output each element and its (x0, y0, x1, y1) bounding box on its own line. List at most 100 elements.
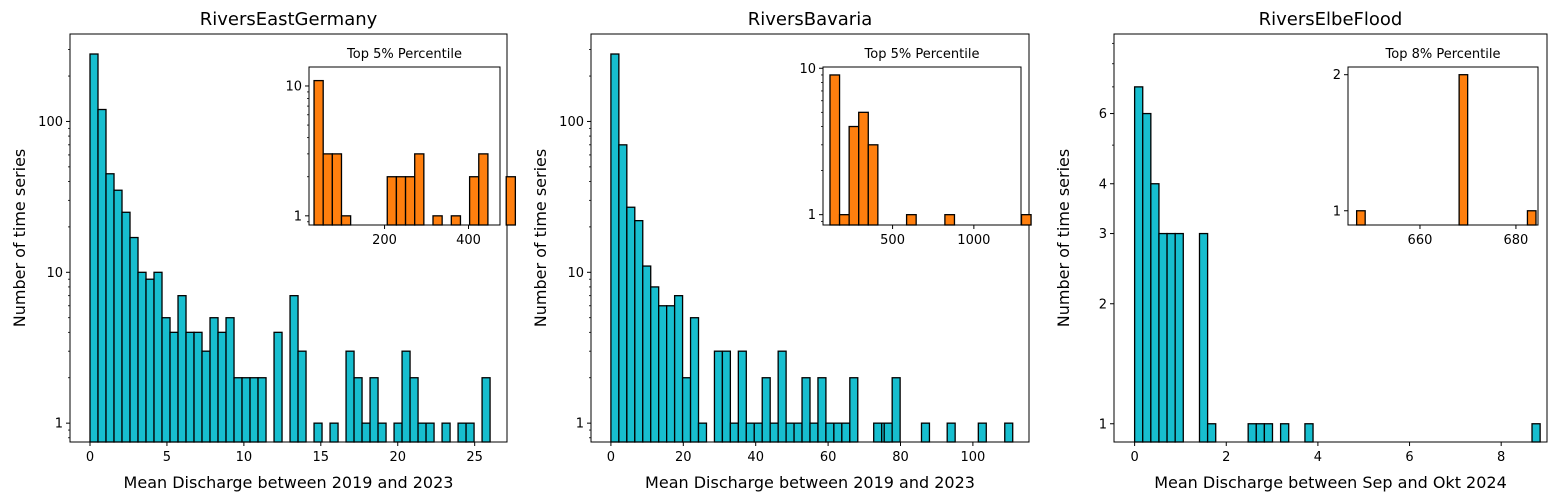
inset-title: Top 8% Percentile (1385, 47, 1501, 62)
main-bar (177, 295, 187, 443)
main-bar (1304, 423, 1314, 443)
main-bar (793, 422, 803, 443)
chart-title: RiversBavaria (748, 9, 873, 30)
inset-bar (867, 144, 879, 226)
inset-bar (505, 176, 517, 226)
main-bar (883, 422, 893, 443)
main-bar (1206, 423, 1217, 443)
panel-1: 0 5 10 15 20 25 1 10 100 RiversEastGermany Mean Di… (10, 9, 517, 492)
main-bar (161, 317, 171, 443)
main-bar (658, 305, 668, 443)
inset-bar (1355, 210, 1366, 226)
inset-background (1348, 67, 1538, 225)
main-bar (289, 295, 299, 443)
inset-frame (822, 66, 1022, 226)
main-xtick-label: 10 (236, 450, 253, 465)
main-bar (745, 422, 755, 443)
main-bar (377, 422, 387, 443)
main-bar (721, 350, 732, 443)
main-bar (1133, 86, 1144, 443)
main-bar (1247, 423, 1257, 443)
main-bar (465, 422, 475, 443)
main-bar (105, 173, 115, 443)
main-ytick-label: 3 (1099, 227, 1107, 242)
main-frame (590, 33, 1030, 443)
main-bar (241, 377, 251, 443)
main-xtick-label: 100 (960, 450, 985, 465)
main-xtick-label: 5 (163, 450, 171, 465)
main-bar (777, 350, 787, 443)
main-bar (1004, 422, 1014, 443)
main-bar (113, 189, 123, 443)
main-bar (977, 422, 987, 443)
inset-frame (1347, 66, 1539, 226)
main-bar (225, 317, 235, 443)
main-bar (329, 422, 339, 443)
main-bar (891, 377, 901, 443)
main-bar (153, 271, 163, 443)
inset-bar (414, 153, 425, 226)
inset-ytick-label: 2 (1333, 68, 1341, 83)
main-bar (833, 422, 843, 443)
inset-bar (848, 125, 860, 226)
inset-ytick-label: 10 (799, 62, 816, 77)
x-axis-label: Mean Discharge between 2019 and 2023 (124, 473, 454, 492)
inset-bar (322, 153, 333, 226)
main-bar (145, 278, 155, 443)
main-xtick-label: 20 (675, 450, 692, 465)
main-bar (642, 265, 652, 443)
main-bar (201, 350, 211, 443)
main-bar (233, 377, 243, 443)
main-xtick-label: 0 (607, 450, 615, 465)
main-ytick-label: 10 (46, 266, 63, 281)
main-bar (217, 331, 227, 443)
main-bar (801, 377, 811, 443)
main-bar (689, 317, 700, 443)
main-frame (1113, 33, 1548, 443)
main-bar (1255, 423, 1266, 443)
main-bar (753, 422, 763, 443)
main-xtick-label: 8 (1497, 450, 1505, 465)
main-bar (634, 219, 644, 443)
main-bar (121, 211, 131, 443)
main-bar (209, 317, 219, 443)
main-ytick-label: 1 (1099, 417, 1107, 432)
main-ytick-label: 100 (38, 115, 63, 130)
main-bar (809, 422, 819, 443)
inset-xtick-label: 660 (1408, 233, 1433, 248)
inset-histogram: 500 1000 1 10 Top 5% Percentile (799, 47, 1032, 248)
main-bar (1279, 423, 1290, 443)
main-bar (729, 422, 739, 443)
main-xtick-label: 0 (86, 450, 94, 465)
main-bar (481, 377, 491, 443)
main-bar (89, 53, 99, 443)
main-bar (785, 422, 795, 443)
inset-ytick-label: 1 (1333, 204, 1341, 219)
main-bar (249, 377, 259, 443)
panel-3: 0 2 4 6 8 1 2 3 4 6 RiversElbeFlood Mean Discharge … (1054, 9, 1548, 492)
inset-xtick-label: 1000 (957, 233, 990, 248)
main-bar (441, 422, 451, 443)
main-bar (1174, 232, 1184, 443)
main-xtick-label: 40 (747, 450, 764, 465)
inset-bar (331, 153, 343, 226)
main-ytick-label: 2 (1099, 297, 1107, 312)
main-bar (273, 331, 283, 443)
main-bar (673, 295, 684, 443)
main-bar (425, 422, 435, 443)
main-bar (1150, 183, 1160, 443)
inset-bar (1526, 210, 1537, 226)
main-bar (353, 377, 363, 443)
main-bar (1531, 423, 1541, 443)
main-bar (841, 422, 851, 443)
inset-title: Top 5% Percentile (864, 47, 980, 62)
main-bar (817, 377, 827, 443)
inset-xtick-label: 500 (880, 233, 905, 248)
inset-frame (308, 66, 501, 226)
inset-title: Top 5% Percentile (346, 47, 462, 62)
x-axis-label: Mean Discharge between Sep and Okt 2024 (1154, 473, 1507, 492)
main-bar (618, 144, 628, 443)
chart-title: RiversEastGermany (200, 9, 378, 30)
main-bar (920, 422, 931, 443)
